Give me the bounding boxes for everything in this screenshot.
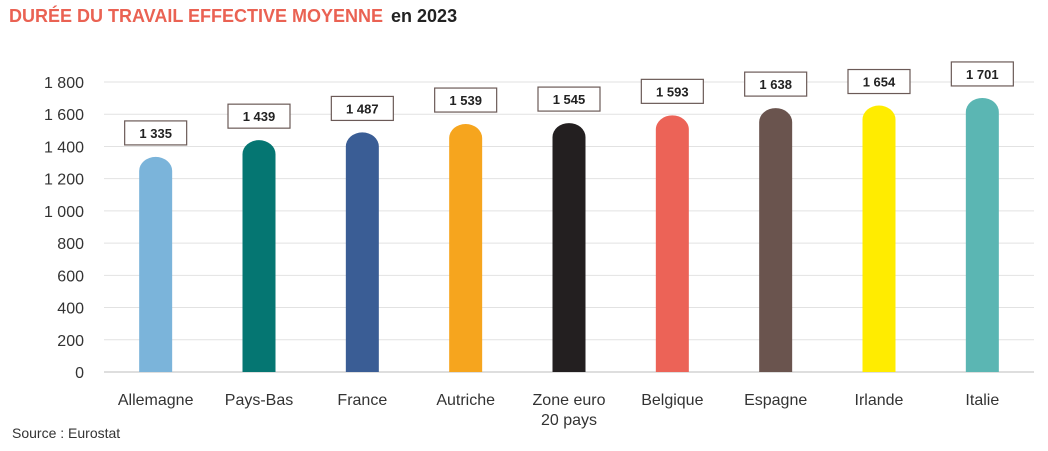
value-labels: 1 335 1 439 1 487 1 539 1 545 1 593 1 638 1 654… [124, 61, 1014, 146]
y-tick-label: 0 [75, 365, 84, 382]
value-label: 1 701 [966, 67, 999, 82]
value-label: 1 654 [863, 75, 896, 90]
x-tick-label: Belgique [641, 392, 703, 409]
bar [862, 105, 896, 372]
value-label-box [744, 71, 808, 97]
value-label-box [640, 78, 704, 104]
bar [655, 115, 689, 372]
x-tick-label: France [337, 392, 387, 409]
x-tick-label: Autriche [436, 392, 495, 409]
bar [449, 124, 483, 372]
x-tick-label: Pays-Bas [225, 392, 293, 409]
bar [759, 108, 793, 372]
x-tick-label: Irlande [855, 392, 904, 409]
x-axis: Allemagne Pays-Bas France Autriche Zone euro… [118, 392, 999, 429]
bar [552, 123, 586, 372]
x-tick-label: Allemagne [118, 392, 194, 409]
y-tick-label: 400 [57, 301, 84, 318]
value-label-box [124, 120, 188, 146]
value-label: 1 545 [553, 92, 586, 107]
bars [139, 97, 999, 372]
y-axis: 0 200 400 600 800 1 000 1 200 1 400 1 600 1 800 [44, 75, 84, 382]
bar [345, 132, 379, 372]
x-tick-label: Espagne [744, 392, 807, 409]
source-note: Source : Eurostat [12, 425, 121, 441]
y-tick-label: 1 600 [44, 107, 84, 124]
value-label-box [434, 87, 498, 113]
value-label-box [227, 103, 291, 129]
value-label: 1 335 [139, 126, 172, 141]
x-tick-label: Italie [965, 392, 999, 409]
value-label: 1 593 [656, 84, 689, 99]
value-label: 1 487 [346, 101, 379, 116]
value-label-box [537, 86, 601, 112]
y-tick-label: 800 [57, 236, 84, 253]
y-tick-label: 1 800 [44, 75, 84, 92]
y-tick-label: 1 000 [44, 204, 84, 221]
y-tick-label: 1 400 [44, 139, 84, 156]
value-label: 1 539 [449, 93, 482, 108]
chart-title: DURÉE DU TRAVAIL EFFECTIVE MOYENNE en 202… [9, 6, 457, 27]
chart-title-year: en 2023 [391, 6, 458, 26]
x-tick-label: Zone euro 20 pays [533, 392, 606, 429]
value-label: 1 638 [759, 77, 792, 92]
bar [965, 97, 999, 372]
value-label: 1 439 [243, 109, 276, 124]
y-tick-label: 1 200 [44, 172, 84, 189]
y-tick-label: 200 [57, 333, 84, 350]
value-label-box [847, 68, 911, 95]
value-label-box [330, 95, 394, 122]
value-label-box [950, 61, 1014, 87]
bar [139, 156, 173, 372]
chart-title-main: DURÉE DU TRAVAIL EFFECTIVE MOYENNE [9, 6, 384, 26]
bar [242, 140, 276, 372]
y-tick-label: 600 [57, 268, 84, 285]
